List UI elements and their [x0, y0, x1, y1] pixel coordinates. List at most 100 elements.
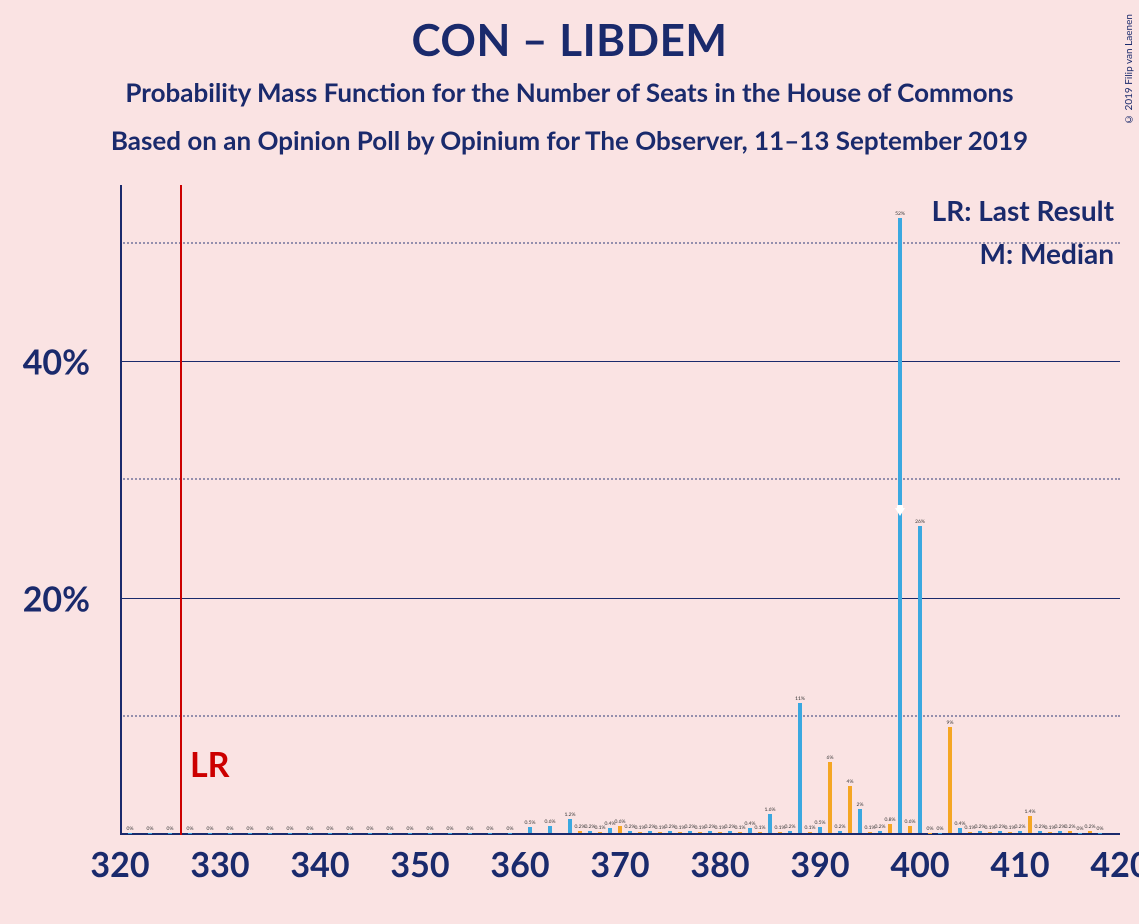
bar-value-label: 0.2% [1085, 824, 1096, 830]
bar-value-label: 0% [467, 826, 474, 832]
bar-series_a: 0% [448, 833, 452, 834]
bar-series_a: 0% [328, 833, 332, 834]
bar-value-label: 0% [187, 826, 194, 832]
bar-value-label: 0.1% [1045, 825, 1056, 831]
bar-series_a: 0.4% [958, 828, 962, 833]
bar-series_a: 0% [1098, 833, 1102, 834]
bar-series_b: 0.6% [908, 826, 912, 833]
title-block: CON – LIBDEM Probability Mass Function f… [0, 14, 1139, 161]
bar-value-label: 0.1% [675, 825, 686, 831]
legend-lr: LR: Last Result [932, 189, 1114, 232]
last-result-label: LR [190, 744, 230, 785]
bar-series_b: 0.1% [758, 832, 762, 833]
last-result-line [180, 185, 182, 835]
bar-value-label: 0.6% [545, 819, 556, 825]
bar-series_a: 0% [228, 833, 232, 834]
bar-series_a: 0% [348, 833, 352, 834]
x-axis [120, 833, 1120, 835]
bar-series_a: 0% [938, 833, 942, 834]
bar-series_a: 0.2% [648, 831, 652, 833]
bar-series_a: 2% [858, 809, 862, 833]
bar-value-label: 0.1% [865, 825, 876, 831]
bar-series_a: 0.2% [788, 831, 792, 833]
bar-series_a: 1.2% [568, 819, 572, 833]
bar-value-label: 0.1% [775, 825, 786, 831]
bar-value-label: 0.1% [655, 825, 666, 831]
bar-value-label: 0% [267, 826, 274, 832]
bar-value-label: 0% [147, 826, 154, 832]
x-tick-label: 330 [190, 844, 249, 885]
bar-value-label: 2% [857, 802, 864, 808]
bar-value-label: 0% [327, 826, 334, 832]
legend-m: M: Median [932, 232, 1114, 275]
bar-value-label: 0.8% [885, 817, 896, 823]
gridline-minor [120, 715, 1120, 717]
bar-series_b: 9% [948, 727, 952, 833]
gridline-minor [120, 478, 1120, 480]
bar-series_a: 0% [468, 833, 472, 834]
bar-series_a: 0% [188, 833, 192, 834]
gridline-major [120, 361, 1120, 362]
x-tick-label: 420 [1090, 844, 1139, 885]
bar-value-label: 0% [227, 826, 234, 832]
bar-value-label: 26% [915, 519, 925, 525]
chart-title: CON – LIBDEM [0, 14, 1139, 66]
y-tick-label: 20% [23, 578, 90, 619]
bar-series_a: 0% [268, 833, 272, 834]
bar-value-label: 0% [167, 826, 174, 832]
bar-value-label: 0% [447, 826, 454, 832]
bar-series_a: 0.5% [528, 827, 532, 833]
bar-series_a: 0% [508, 833, 512, 834]
bar-series_b: 0.2% [1068, 831, 1072, 833]
chart-subtitle-line1: Probability Mass Function for the Number… [0, 72, 1139, 114]
bar-series_b: 0.1% [1048, 832, 1052, 833]
bar-series_a: 0% [408, 833, 412, 834]
bar-series_a: 1.6% [768, 814, 772, 833]
bar-value-label: 0.1% [695, 825, 706, 831]
bar-value-label: 0% [1077, 826, 1084, 832]
bar-series_a: 0% [288, 833, 292, 834]
bar-series_b: 0.1% [718, 832, 722, 833]
bar-value-label: 0.1% [635, 825, 646, 831]
bar-value-label: 0.1% [595, 825, 606, 831]
bar-series_b: 0.8% [888, 824, 892, 833]
bar-value-label: 0.1% [1005, 825, 1016, 831]
x-tick-label: 320 [90, 844, 149, 885]
bar-series_a: 0.2% [838, 831, 842, 833]
bar-value-label: 1.6% [765, 807, 776, 813]
bar-series_a: 0% [128, 833, 132, 834]
x-tick-label: 370 [590, 844, 649, 885]
bar-value-label: 9% [947, 720, 954, 726]
bar-value-label: 0% [927, 826, 934, 832]
bar-value-label: 0% [387, 826, 394, 832]
y-axis [120, 185, 122, 835]
bar-value-label: 0.1% [985, 825, 996, 831]
bar-series_b: 0.1% [808, 832, 812, 833]
bar-series_a: 0.2% [1018, 831, 1022, 833]
bar-value-label: 0.5% [815, 820, 826, 826]
bar-series_a: 0.2% [998, 831, 1002, 833]
bar-series_a: 0% [368, 833, 372, 834]
bar-series_a: 0.2% [588, 831, 592, 833]
bar-series_b: 6% [828, 762, 832, 833]
bar-series_a: 0.2% [1058, 831, 1062, 833]
bar-value-label: 0% [367, 826, 374, 832]
x-tick-label: 360 [490, 844, 549, 885]
bar-value-label: 0% [487, 826, 494, 832]
bar-series_a: 0% [248, 833, 252, 834]
bar-series_a: 0.4% [748, 828, 752, 833]
gridline-major [120, 598, 1120, 599]
median-marker [895, 508, 905, 516]
bar-value-label: 0% [507, 826, 514, 832]
bar-series_b: 4% [848, 786, 852, 833]
bar-series_a: 0.5% [818, 827, 822, 833]
bar-value-label: 0% [307, 826, 314, 832]
plot-area: LR: Last Result M: Median 20%40%32033034… [120, 185, 1120, 835]
bar-value-label: 0.1% [965, 825, 976, 831]
bar-series_b: 0.6% [618, 826, 622, 833]
bar-value-label: 0.2% [875, 824, 886, 830]
bar-value-label: 0.6% [905, 819, 916, 825]
bar-value-label: 0.1% [805, 825, 816, 831]
bar-value-label: 0.5% [525, 820, 536, 826]
bar-value-label: 0% [1097, 826, 1104, 832]
